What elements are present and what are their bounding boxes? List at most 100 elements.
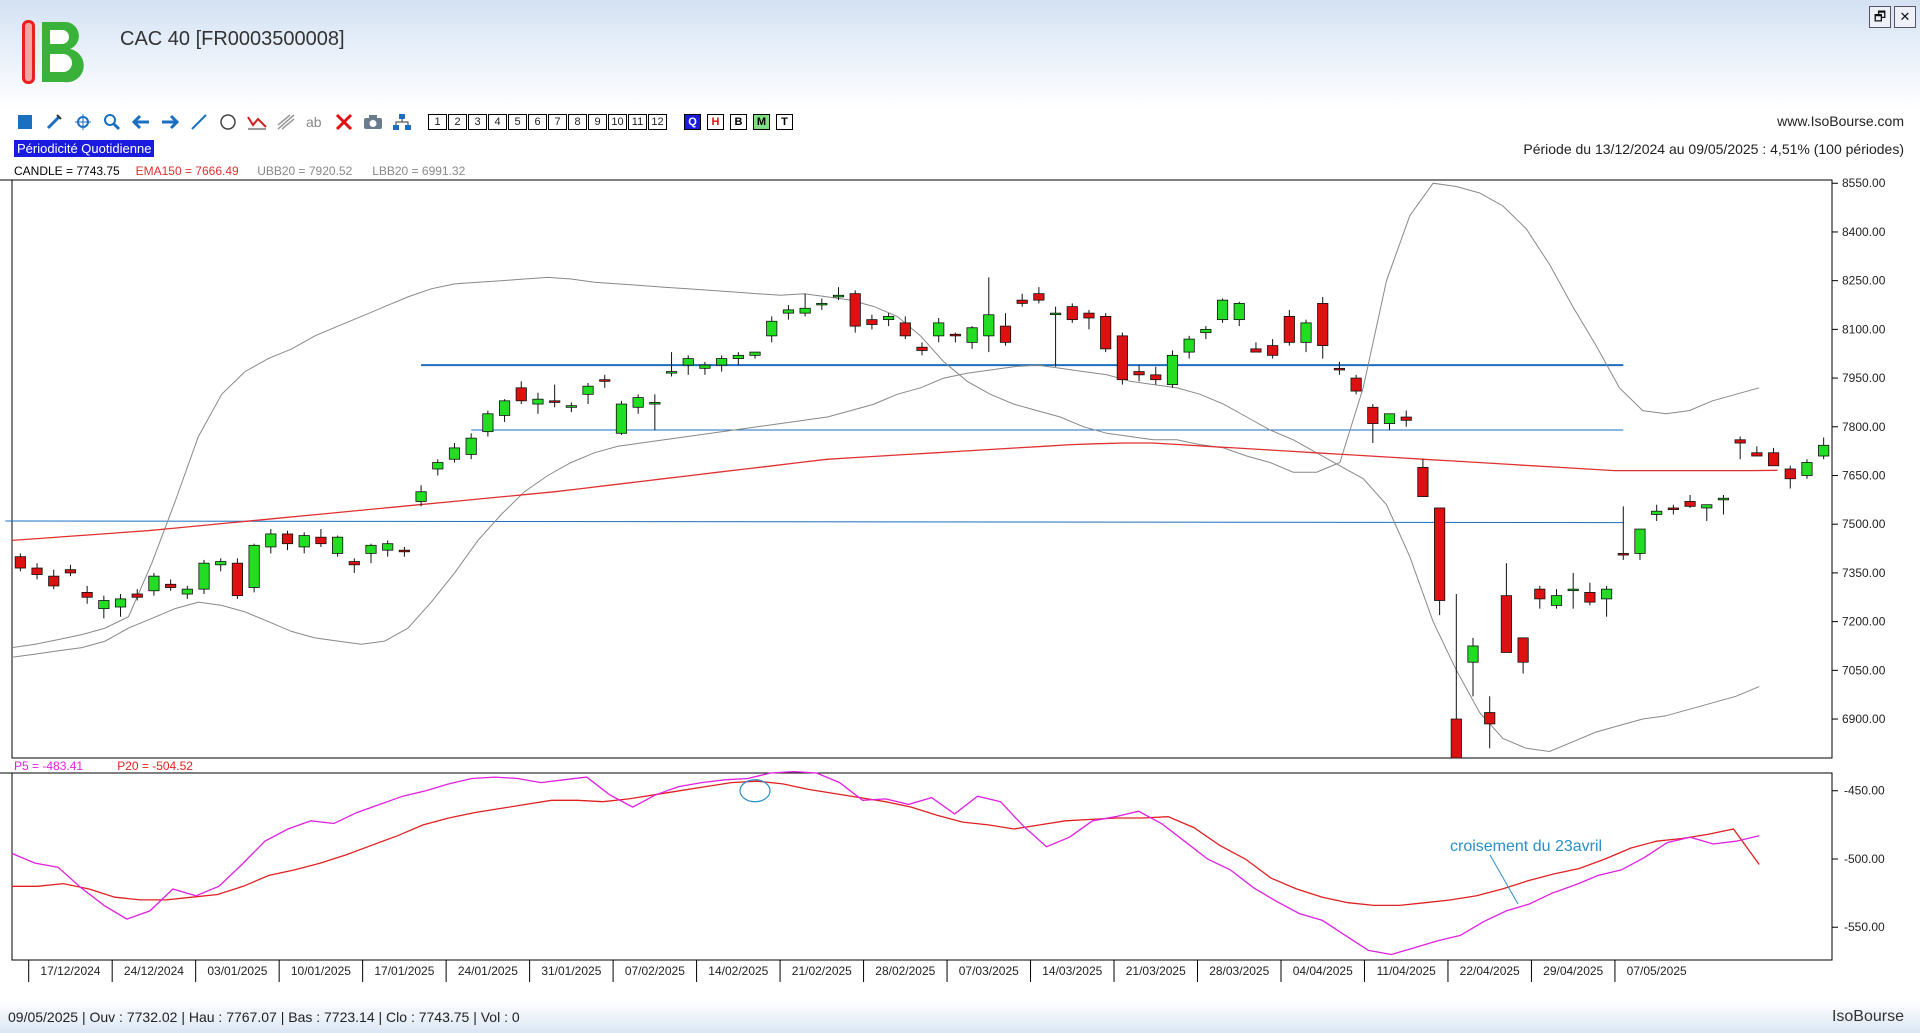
candle-body <box>231 562 243 597</box>
x-tick-label: 28/03/2025 <box>1209 964 1269 978</box>
candle-body <box>1300 322 1312 343</box>
price-y-tick-label: 8400.00 <box>1842 225 1886 239</box>
close-button[interactable]: ✕ <box>1894 6 1916 28</box>
tree-icon[interactable] <box>391 111 413 133</box>
period-button-12[interactable]: 12 <box>648 114 667 130</box>
legend-2: UBB20 = 7920.52 <box>257 164 352 178</box>
candle-body <box>1233 302 1245 321</box>
candle-body <box>432 462 444 470</box>
period-button-10[interactable]: 10 <box>608 114 627 130</box>
candle-body <box>1601 588 1613 600</box>
candle-body <box>1400 416 1412 421</box>
x-tick-label: 29/04/2025 <box>1543 964 1603 978</box>
arrow-right-icon[interactable] <box>159 111 181 133</box>
fibonacci-icon[interactable] <box>275 111 297 133</box>
period-button-q[interactable]: Q <box>684 114 701 130</box>
period-button-2[interactable]: 2 <box>448 114 467 130</box>
candle-body <box>332 536 344 554</box>
text-icon[interactable]: ab <box>304 111 326 133</box>
legend-3: LBB20 = 6991.32 <box>372 164 465 178</box>
period-button-6[interactable]: 6 <box>528 114 547 130</box>
candle-body <box>131 593 143 598</box>
indicator-icon[interactable] <box>246 111 268 133</box>
period-button-3[interactable]: 3 <box>468 114 487 130</box>
candle-body <box>498 400 511 416</box>
x-tick-label: 11/04/2025 <box>1377 964 1436 978</box>
candle-body <box>1567 588 1579 592</box>
svg-text:ab: ab <box>306 114 322 130</box>
site-url[interactable]: www.IsoBourse.com <box>1777 113 1904 129</box>
period-button-b[interactable]: B <box>730 114 747 130</box>
candle-body <box>1434 507 1446 601</box>
candle-body <box>883 315 895 321</box>
candle-body <box>1333 367 1346 371</box>
delete-icon[interactable] <box>333 111 355 133</box>
arrow-left-icon[interactable] <box>130 111 152 133</box>
candle-body <box>665 371 678 374</box>
square-icon[interactable] <box>14 111 36 133</box>
x-tick-label: 04/04/2025 <box>1293 964 1353 978</box>
candle-body <box>682 358 694 366</box>
zoom-icon[interactable] <box>101 111 123 133</box>
price-y-tick-label: 7650.00 <box>1842 468 1886 482</box>
candle-body <box>1701 504 1713 509</box>
candle-body <box>1784 468 1796 480</box>
candle-body <box>699 364 711 369</box>
period-button-11[interactable]: 11 <box>628 114 647 130</box>
candle-body <box>1450 718 1462 759</box>
period-button-9[interactable]: 9 <box>588 114 607 130</box>
camera-icon[interactable] <box>362 111 384 133</box>
crossover-circle <box>739 779 771 803</box>
period-button-4[interactable]: 4 <box>488 114 507 130</box>
price-panel-frame <box>11 179 1833 759</box>
candle-body <box>966 327 978 343</box>
x-tick-label: 10/01/2025 <box>291 964 351 978</box>
period-button-5[interactable]: 5 <box>508 114 527 130</box>
periodicity-badge[interactable]: Périodicité Quotidienne <box>14 140 155 157</box>
x-tick-label: 17/01/2025 <box>374 964 434 978</box>
circle-icon[interactable] <box>217 111 239 133</box>
period-button-7[interactable]: 7 <box>548 114 567 130</box>
candle-body <box>1467 645 1479 663</box>
x-tick-label: 31/01/2025 <box>541 964 601 978</box>
candle-body <box>1016 299 1028 304</box>
indicator-y-tick-label: -550.00 <box>1844 920 1885 934</box>
legend-0: CANDLE = 7743.75 <box>14 164 120 178</box>
candle-body <box>1617 553 1629 556</box>
candle-body <box>265 533 277 548</box>
candle-body <box>365 544 377 554</box>
brand-label: IsoBourse <box>1831 1008 1904 1025</box>
crosshair-icon[interactable] <box>72 111 94 133</box>
candle-body <box>716 358 728 366</box>
restore-button[interactable]: 🗗 <box>1869 6 1891 28</box>
period-info: Période du 13/12/2024 au 09/05/2025 : 4,… <box>1523 141 1904 157</box>
x-tick-label: 07/02/2025 <box>625 964 685 978</box>
candle-body <box>849 293 861 327</box>
period-button-m[interactable]: M <box>753 114 770 130</box>
support-line-7500 <box>5 520 1624 524</box>
period-button-1[interactable]: 1 <box>428 114 447 130</box>
line-icon[interactable] <box>188 111 210 133</box>
candle-body <box>782 309 794 314</box>
candle-body <box>1100 315 1112 350</box>
candle-body <box>1033 293 1045 301</box>
x-tick-label: 21/02/2025 <box>792 964 852 978</box>
candle-body <box>248 544 260 588</box>
candle-body <box>1166 354 1179 385</box>
period-button-h[interactable]: H <box>707 114 724 130</box>
candle-body <box>1751 452 1763 457</box>
chart-area[interactable]: CANDLE = 7743.75 EMA150 = 7666.49 UBB20 = … <box>0 160 1920 990</box>
candle-body <box>1283 315 1295 343</box>
candle-body <box>1684 501 1696 507</box>
period-button-8[interactable]: 8 <box>568 114 587 130</box>
period-button-t[interactable]: T <box>776 114 793 130</box>
indicator-legend-0: P5 = -483.41 <box>14 759 83 773</box>
candle-body <box>732 354 744 359</box>
candle-body <box>1083 312 1095 319</box>
candle-body <box>816 302 828 306</box>
pen-icon[interactable] <box>43 111 65 133</box>
lower-bollinger-line <box>11 364 1760 753</box>
candle-body <box>632 397 644 408</box>
candle-body <box>582 385 594 395</box>
